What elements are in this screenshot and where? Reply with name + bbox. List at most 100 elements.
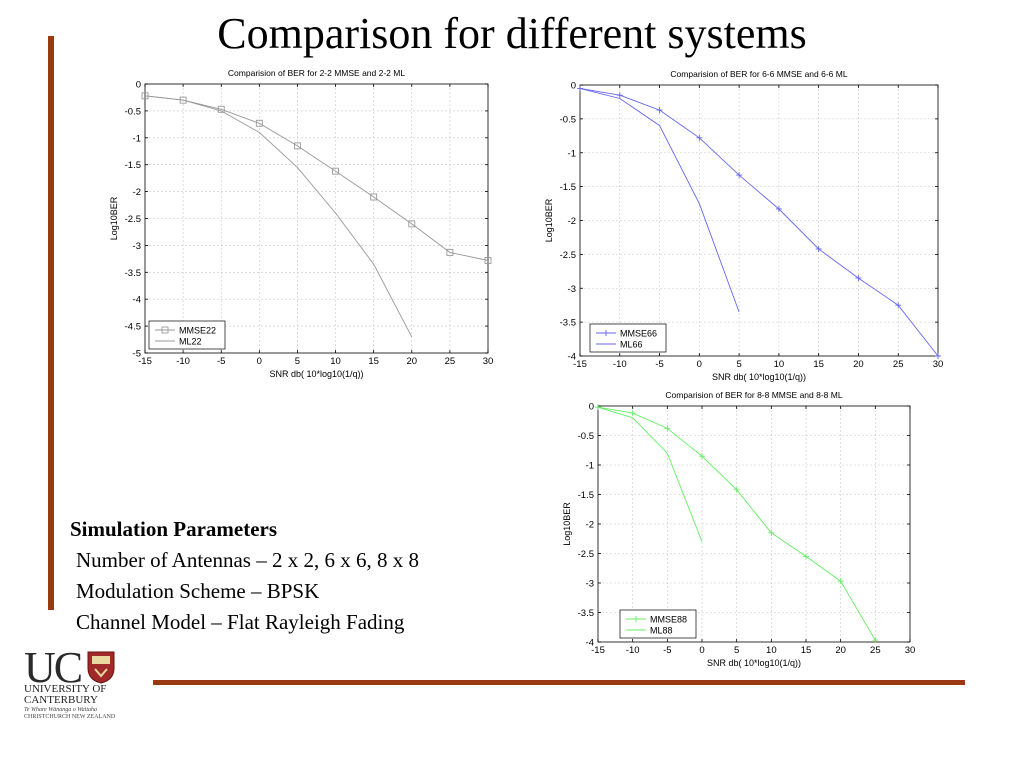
data-point-MMSE88 (837, 578, 844, 585)
y-tick-label: -1 (586, 461, 594, 472)
x-tick-label: 20 (406, 356, 417, 367)
data-point-MMSE66 (736, 172, 743, 179)
data-point-MMSE22 (446, 248, 454, 256)
x-tick-label: -15 (591, 645, 605, 656)
series-line-MMSE66 (579, 87, 939, 357)
data-point-MMSE88 (595, 404, 601, 411)
chart-title: Comparision of BER for 8-8 MMSE and 8-8 … (665, 390, 842, 400)
param-channel: Channel Model – Flat Rayleigh Fading (76, 610, 405, 634)
logo-subtitle-city: CHRISTCHURCH NEW ZEALAND (24, 714, 116, 720)
legend-label-ML88: ML88 (650, 626, 673, 636)
legend-box (589, 323, 667, 353)
y-tick-label: -3.5 (125, 268, 141, 279)
y-tick-label: -5 (133, 349, 141, 360)
data-point-MMSE22 (217, 105, 225, 113)
x-tick-label: 15 (801, 645, 812, 656)
y-tick-label: -3.5 (560, 318, 576, 329)
ber-chart-8x8: -15 -10 -5 0 5 10 15 20 25 30 0 -0.5 -1 -1.5 -2 -2.5 -3 -… (562, 390, 915, 668)
x-tick-label: 30 (483, 356, 494, 367)
x-tick-label: -5 (217, 356, 225, 367)
x-tick-label: 10 (766, 645, 777, 656)
plot-area (145, 84, 488, 353)
y-tick-label: -4.5 (125, 322, 141, 333)
series-line-ML88 (597, 406, 703, 542)
y-tick-label: -2 (133, 187, 141, 198)
y-tick-label: -3.5 (578, 608, 594, 619)
y-tick-label: 0 (136, 80, 141, 91)
logo-uc-text: UC (24, 643, 83, 692)
chart-title: Comparision of BER for 6-6 MMSE and 6-6 … (670, 69, 847, 79)
y-tick-label: -1 (568, 148, 576, 159)
y-tick-label: -1 (133, 133, 141, 144)
legend-marker-MMSE22 (161, 326, 169, 334)
data-point-MMSE88 (629, 410, 636, 417)
x-tick-label: -10 (176, 356, 190, 367)
data-point-MMSE22 (370, 193, 378, 201)
data-point-MMSE66 (895, 302, 902, 309)
simulation-parameters: Simulation Parameters Number of Antennas… (70, 514, 419, 638)
data-point-MMSE88 (664, 425, 671, 432)
data-point-MMSE66 (616, 92, 623, 99)
x-tick-label: 5 (736, 359, 741, 370)
x-axis-label: SNR db( 10*log10(1/q)) (712, 372, 806, 382)
x-tick-label: 25 (870, 645, 881, 656)
legend-marker-MMSE66 (603, 330, 609, 336)
x-tick-label: -10 (626, 645, 640, 656)
legend-label-ML22: ML22 (179, 337, 202, 347)
logo-canterbury: CANTERBURY (24, 694, 98, 706)
x-tick-label: 5 (734, 645, 739, 656)
x-tick-label: 0 (697, 359, 702, 370)
x-tick-label: 20 (853, 359, 864, 370)
data-point-MMSE66 (775, 205, 782, 212)
legend-label-MMSE66: MMSE66 (620, 329, 657, 339)
x-tick-label: 15 (368, 356, 379, 367)
ber-chart-6x6: -15 -10 -5 0 5 10 15 20 25 30 0 -0.5 -1 -1.5 -2 -2.5 -3 -… (544, 69, 943, 382)
x-tick-label: 10 (330, 356, 341, 367)
plot-area (580, 85, 938, 356)
y-tick-label: -0.5 (125, 106, 141, 117)
x-tick-label: 25 (893, 359, 904, 370)
y-tick-label: -3 (568, 284, 576, 295)
chart-title: Comparision of BER for 2-2 MMSE and 2-2 … (228, 68, 405, 78)
y-tick-label: 0 (571, 81, 576, 92)
x-tick-label: 20 (835, 645, 846, 656)
y-tick-label: -2 (586, 520, 594, 531)
params-heading: Simulation Parameters (70, 517, 278, 541)
x-axis-label: SNR db( 10*log10(1/q)) (269, 369, 363, 379)
y-axis-label: Log10BER (562, 502, 572, 546)
y-tick-label: -3 (133, 241, 141, 252)
data-point-MMSE88 (872, 637, 879, 644)
x-tick-label: -15 (573, 359, 587, 370)
logo-university: UNIVERSITY OF (24, 683, 107, 695)
legend-box (148, 320, 226, 350)
legend-label-MMSE88: MMSE88 (650, 615, 687, 625)
bottom-accent-bar (153, 680, 965, 685)
y-tick-label: -4 (133, 295, 141, 306)
y-tick-label: -4 (586, 638, 594, 649)
university-logo: UC UNIVERSITY OF CANTERBURY Te Whare Wān… (22, 643, 122, 728)
x-tick-label: 5 (295, 356, 300, 367)
x-tick-label: 10 (774, 359, 785, 370)
y-tick-label: -2.5 (560, 250, 576, 261)
y-axis-label: Log10BER (544, 198, 554, 242)
data-point-MMSE66 (577, 85, 583, 92)
series-line-ML66 (579, 87, 740, 313)
series-line-ML22 (144, 95, 413, 338)
data-point-MMSE22 (484, 257, 492, 264)
y-tick-label: -1.5 (125, 160, 141, 171)
x-tick-label: -5 (663, 645, 671, 656)
param-antennas: Number of Antennas – 2 x 2, 6 x 6, 8 x 8 (76, 548, 419, 572)
data-point-MMSE22 (293, 142, 301, 150)
y-tick-label: -2.5 (578, 549, 594, 560)
ber-chart-2x2: -15 -10 -5 0 5 10 15 20 25 30 0 -0.5 -1 -1.5 -2 -2.5 -3 -… (109, 68, 494, 379)
left-accent-bar (48, 36, 54, 610)
legend-label-MMSE22: MMSE22 (179, 326, 216, 336)
data-point-MMSE66 (656, 107, 663, 114)
x-tick-label: 0 (699, 645, 704, 656)
x-axis-label: SNR db( 10*log10(1/q)) (707, 658, 801, 668)
y-tick-label: -1.5 (578, 490, 594, 501)
data-point-MMSE22 (332, 167, 340, 175)
series-line-MMSE22 (144, 95, 489, 261)
data-point-MMSE66 (855, 275, 862, 282)
param-modulation: Modulation Scheme – BPSK (76, 579, 320, 603)
